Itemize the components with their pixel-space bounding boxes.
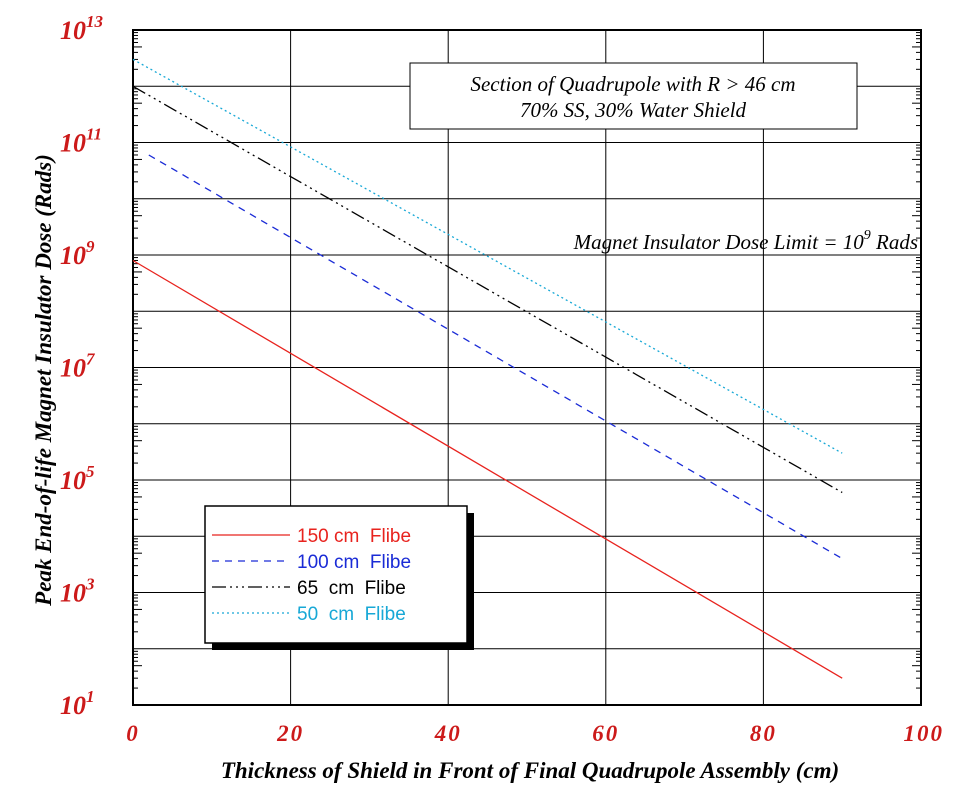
y-tick-label-2: 105	[60, 462, 95, 495]
y-tick-base: 10	[60, 354, 86, 383]
x-tick-label-2: 40	[434, 721, 462, 746]
y-tick-exponent: 1	[86, 687, 95, 706]
x-tick-label-4: 80	[750, 721, 777, 746]
y-tick-exponent: 9	[86, 237, 95, 256]
x-axis-title: Thickness of Shield in Front of Final Qu…	[221, 758, 839, 783]
legend-label-3: 50 cm Flibe	[297, 604, 406, 625]
y-axis-title: Peak End-of-life Magnet Insulator Dose (…	[31, 154, 56, 607]
dose-limit-label: Magnet Insulator Dose Limit = 109 Rads	[573, 228, 918, 254]
legend-label-0: 150 cm Flibe	[297, 526, 411, 547]
y-tick-label-1: 103	[60, 575, 95, 608]
annotation-box: Section of Quadrupole with R > 46 cm 70%…	[409, 62, 858, 130]
annotation-line-2: 70% SS, 30% Water Shield	[520, 98, 747, 122]
y-tick-base: 10	[60, 691, 86, 720]
legend-label-1: 100 cm Flibe	[297, 552, 411, 573]
y-tick-label-4: 109	[60, 237, 95, 270]
plot-frame	[132, 29, 922, 706]
legend-label-2: 65 cm Flibe	[297, 578, 406, 599]
y-tick-label-0: 101	[60, 687, 95, 720]
y-tick-exponent: 13	[86, 12, 104, 31]
y-tick-base: 10	[60, 16, 86, 45]
y-tick-exponent: 11	[86, 125, 102, 144]
y-tick-base: 10	[60, 241, 86, 270]
x-tick-labels: 0 20 40 60 80 100	[126, 721, 945, 746]
y-tick-label-6: 1013	[60, 12, 104, 45]
series-lines	[132, 58, 843, 679]
annotation-line-1: Section of Quadrupole with R > 46 cm	[470, 72, 795, 96]
x-tick-label-0: 0	[126, 721, 140, 746]
annotation-frame	[409, 62, 858, 130]
x-tick-label-1: 20	[276, 721, 304, 746]
y-tick-exponent: 5	[86, 462, 95, 481]
y-tick-base: 10	[60, 129, 86, 158]
series-line-3	[132, 58, 843, 454]
x-tick-label-5: 100	[904, 721, 945, 746]
series-line-1	[148, 154, 843, 560]
legend: 150 cm Flibe 100 cm Flibe 65 cm Flibe 50 cm…	[204, 505, 474, 650]
series-line-0	[132, 259, 843, 679]
dose-limit-suffix: Rads	[871, 230, 918, 254]
y-tick-base: 10	[60, 466, 86, 495]
legend-frame	[204, 505, 468, 644]
dose-limit-text: Magnet Insulator Dose Limit = 10	[573, 230, 865, 254]
series-line-2	[132, 85, 843, 494]
y-tick-exponent: 3	[85, 575, 95, 594]
y-tick-label-3: 107	[60, 350, 96, 383]
y-tick-exponent: 7	[86, 350, 96, 369]
y-tick-base: 10	[60, 579, 86, 608]
x-tick-label-3: 60	[592, 721, 619, 746]
y-tick-label-5: 1011	[60, 125, 102, 158]
dose-limit-exponent: 9	[864, 228, 871, 243]
